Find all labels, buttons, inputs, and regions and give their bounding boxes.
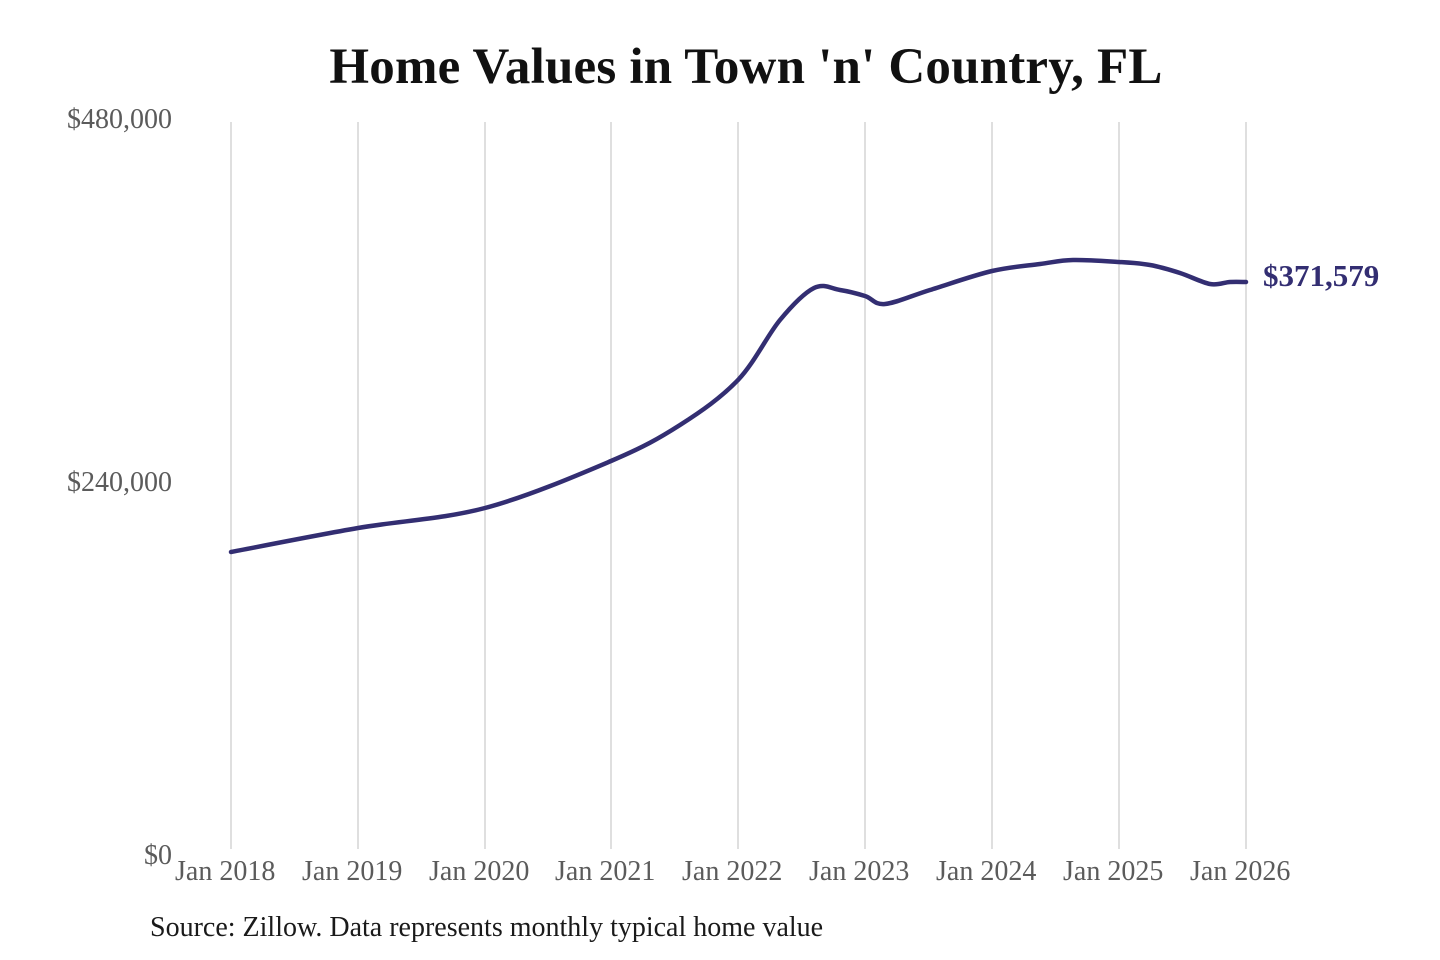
svg-text:Jan 2026: Jan 2026 xyxy=(1190,856,1290,887)
svg-text:Jan 2021: Jan 2021 xyxy=(555,856,655,887)
svg-text:Jan 2020: Jan 2020 xyxy=(429,856,529,887)
svg-text:Jan 2022: Jan 2022 xyxy=(682,856,782,887)
svg-text:$371,579: $371,579 xyxy=(1263,258,1379,293)
svg-text:Jan 2024: Jan 2024 xyxy=(936,856,1036,887)
svg-text:$0: $0 xyxy=(144,840,172,871)
svg-text:Jan 2025: Jan 2025 xyxy=(1063,856,1163,887)
svg-text:$480,000: $480,000 xyxy=(67,104,172,135)
svg-text:Jan 2019: Jan 2019 xyxy=(302,856,402,887)
svg-text:Jan 2018: Jan 2018 xyxy=(175,856,275,887)
svg-text:Jan 2023: Jan 2023 xyxy=(809,856,909,887)
svg-text:$240,000: $240,000 xyxy=(67,467,172,498)
